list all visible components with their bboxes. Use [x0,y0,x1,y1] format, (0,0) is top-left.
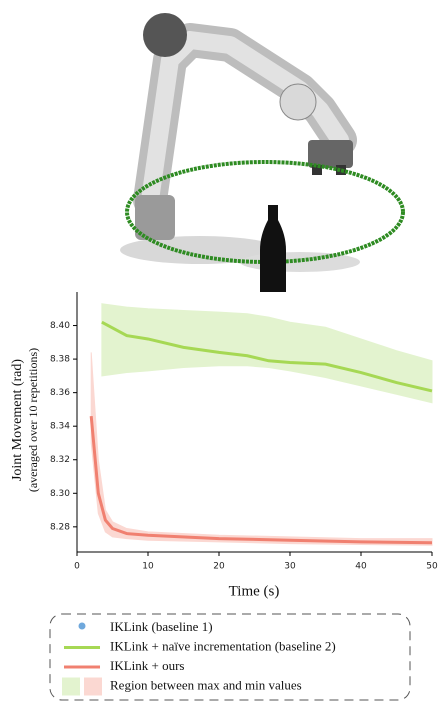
robot-joint [279,83,317,121]
x-tick-label: 30 [284,562,296,572]
y-tick-label: 8.34 [50,422,70,432]
y-axis-sublabel: (averaged over 10 repetitions) [26,348,40,492]
robot-joint [143,13,187,57]
data-line [101,320,433,393]
legend-label: Region between max and min values [110,677,302,692]
y-tick-label: 8.28 [50,522,70,532]
x-tick-label: 20 [213,562,225,572]
robot-base [135,195,175,240]
data-line [89,415,433,545]
legend-swatch [84,677,102,696]
robot-gripper [336,165,346,175]
bottle [260,205,286,309]
x-tick-label: 40 [355,562,367,572]
y-tick-label: 8.38 [50,355,70,365]
legend-box [49,613,411,701]
y-axis-label: Joint Movement (rad) [10,359,25,481]
y-tick-label: 8.36 [50,388,70,398]
y-tick-label: 8.32 [50,455,70,465]
legend-swatch [78,622,86,630]
y-tick-label: 8.40 [50,321,70,331]
trajectory-ellipse [125,160,405,264]
x-tick-label: 0 [74,562,80,572]
robot-gripper [312,165,322,175]
legend-label: IKLink + ours [110,658,185,673]
range-band [90,352,433,546]
robot-scene [120,13,405,309]
shadow [120,236,280,264]
robot-gripper [308,140,353,168]
x-axis-label: Time (s) [229,583,280,599]
legend-label: IKLink (baseline 1) [110,619,213,634]
range-band [101,303,433,404]
robot-arm-highlight [141,31,349,209]
legend: IKLink (baseline 1) IKLink + naïve increm… [62,619,336,696]
plot [89,303,433,546]
x-tick-label: 50 [426,562,438,572]
legend-label: IKLink + naïve incrementation (baseline … [110,638,336,653]
y-tick-label: 8.30 [50,489,70,499]
x-tick-label: 10 [142,562,154,572]
legend-swatch [62,677,80,696]
